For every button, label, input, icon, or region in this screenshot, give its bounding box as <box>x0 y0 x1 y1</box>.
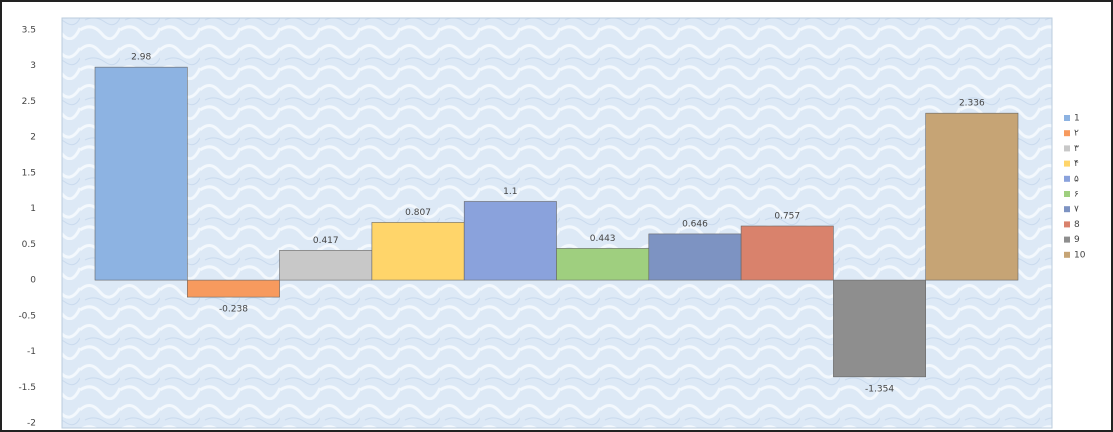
legend-swatch <box>1064 130 1070 137</box>
y-tick-label: 0.5 <box>22 240 36 250</box>
legend-label: ۴ <box>1074 159 1079 169</box>
bar <box>925 112 1019 281</box>
bar <box>463 201 557 281</box>
legend-label: ۲ <box>1074 129 1079 139</box>
data-label: 0.757 <box>774 211 800 221</box>
y-tick-label: 0 <box>30 276 36 286</box>
y-tick-label: 3.5 <box>22 26 36 36</box>
bar <box>279 249 373 281</box>
bar <box>556 248 650 281</box>
y-tick-label: 2 <box>30 133 36 143</box>
data-label: 0.646 <box>682 219 708 229</box>
data-label: 0.417 <box>313 236 339 246</box>
data-label: 0.807 <box>405 208 431 218</box>
data-label: 2.98 <box>131 53 151 63</box>
bar <box>740 225 834 281</box>
y-tick-label: 1.5 <box>22 168 36 178</box>
bar <box>833 279 927 378</box>
data-label: 1.1 <box>503 187 517 197</box>
y-tick-label: -1.5 <box>18 383 36 393</box>
y-tick-label: 1 <box>30 204 36 214</box>
y-tick-label: -1 <box>27 347 36 357</box>
legend-swatch <box>1064 206 1070 213</box>
bar <box>648 233 742 281</box>
legend-label: 1 <box>1074 114 1080 124</box>
legend-swatch <box>1064 160 1070 167</box>
legend-label: ۶ <box>1074 190 1079 200</box>
legend-swatch <box>1064 191 1070 197</box>
y-tick-label: 2.5 <box>22 97 36 107</box>
bar <box>371 222 465 281</box>
y-tick-label: -2 <box>27 419 36 429</box>
legend-swatch <box>1064 145 1070 152</box>
bar <box>187 279 280 298</box>
y-tick-label: 3 <box>30 61 36 71</box>
legend-swatch <box>1064 175 1070 182</box>
legend-label: 8 <box>1074 220 1080 230</box>
legend-swatch <box>1064 221 1070 228</box>
legend-swatch <box>1064 236 1070 243</box>
bar <box>94 66 188 281</box>
legend-swatch <box>1064 115 1070 121</box>
data-label: 0.443 <box>590 234 616 244</box>
legend-label: ۷ <box>1074 205 1079 215</box>
data-label: -0.238 <box>219 305 248 315</box>
legend-label: ۳ <box>1074 144 1079 154</box>
data-label: 2.336 <box>959 99 985 109</box>
legend-label: 10 <box>1074 250 1086 260</box>
legend-label: 9 <box>1074 235 1080 245</box>
data-label: -1.354 <box>865 384 894 394</box>
legend-swatch <box>1064 251 1070 258</box>
y-tick-label: -0.5 <box>18 311 36 321</box>
legend-label: ۵ <box>1074 174 1079 184</box>
